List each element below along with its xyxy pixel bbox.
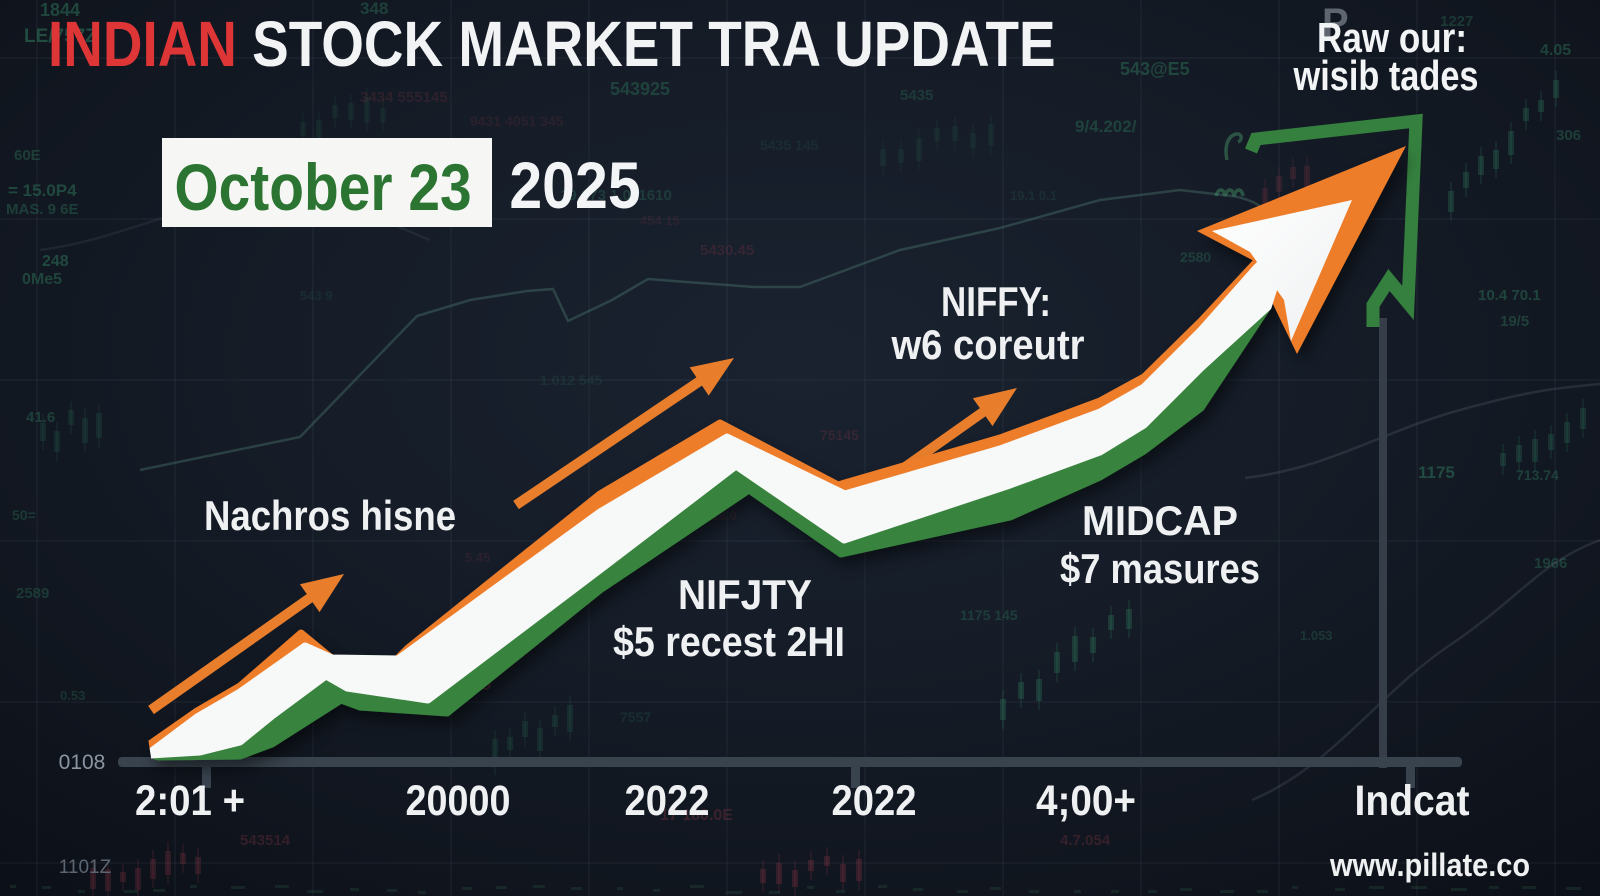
svg-text:0Me5: 0Me5 — [22, 271, 62, 288]
svg-text:50=: 50= — [12, 507, 36, 523]
svg-text:LE/757Z: LE/757Z — [24, 26, 97, 47]
svg-text:248: 248 — [42, 253, 69, 270]
svg-text:19.1 0.1: 19.1 0.1 — [1010, 188, 1057, 203]
svg-text:1175 145: 1175 145 — [960, 607, 1018, 623]
svg-text:75145: 75145 — [820, 427, 859, 443]
svg-text:5430.45: 5430.45 — [700, 242, 754, 259]
svg-text:60E: 60E — [14, 147, 41, 164]
svg-text:5435 145: 5435 145 — [760, 137, 819, 153]
svg-text:4.7.054: 4.7.054 — [1060, 832, 1111, 849]
svg-text:19/5: 19/5 — [1500, 313, 1529, 330]
svg-text:MAS. 9 6E: MAS. 9 6E — [6, 201, 79, 218]
svg-text:543925: 543925 — [610, 79, 670, 99]
svg-text:543514: 543514 — [240, 832, 291, 849]
svg-text:454 15: 454 15 — [640, 213, 680, 228]
svg-text:= 15.0P4: = 15.0P4 — [8, 181, 77, 200]
svg-text:1844: 1844 — [40, 0, 80, 20]
svg-text:1227: 1227 — [1440, 13, 1473, 30]
svg-text:7557: 7557 — [620, 709, 651, 725]
svg-text:17 180.0E: 17 180.0E — [660, 807, 733, 824]
svg-text:543@E5: 543@E5 — [1120, 59, 1190, 79]
svg-text:9431 4051 345: 9431 4051 345 — [470, 113, 564, 129]
svg-text:2580: 2580 — [1180, 249, 1211, 265]
svg-text:4.05: 4.05 — [1540, 42, 1571, 59]
svg-text:0.53: 0.53 — [60, 688, 85, 703]
svg-text:543 9: 543 9 — [300, 288, 333, 303]
svg-text:10.4 70.1: 10.4 70.1 — [1478, 287, 1541, 304]
svg-text:306: 306 — [1556, 127, 1581, 144]
svg-text:9/4.202/: 9/4.202/ — [1075, 117, 1137, 136]
svg-text:713.74: 713.74 — [1516, 467, 1559, 483]
svg-text:1966: 1966 — [1534, 555, 1567, 572]
svg-text:5.45: 5.45 — [465, 550, 490, 565]
svg-text:41.6: 41.6 — [26, 409, 55, 426]
svg-text:1.012 545: 1.012 545 — [540, 372, 602, 388]
svg-text:3434 555145: 3434 555145 — [360, 89, 448, 106]
svg-text:1175: 1175 — [1418, 463, 1455, 482]
svg-text:2589: 2589 — [16, 585, 49, 602]
svg-text:1.053: 1.053 — [1300, 628, 1333, 643]
svg-text:348: 348 — [360, 0, 388, 18]
svg-text:19.173 1.011610: 19.173 1.011610 — [560, 187, 672, 204]
svg-text:5435: 5435 — [900, 87, 933, 104]
